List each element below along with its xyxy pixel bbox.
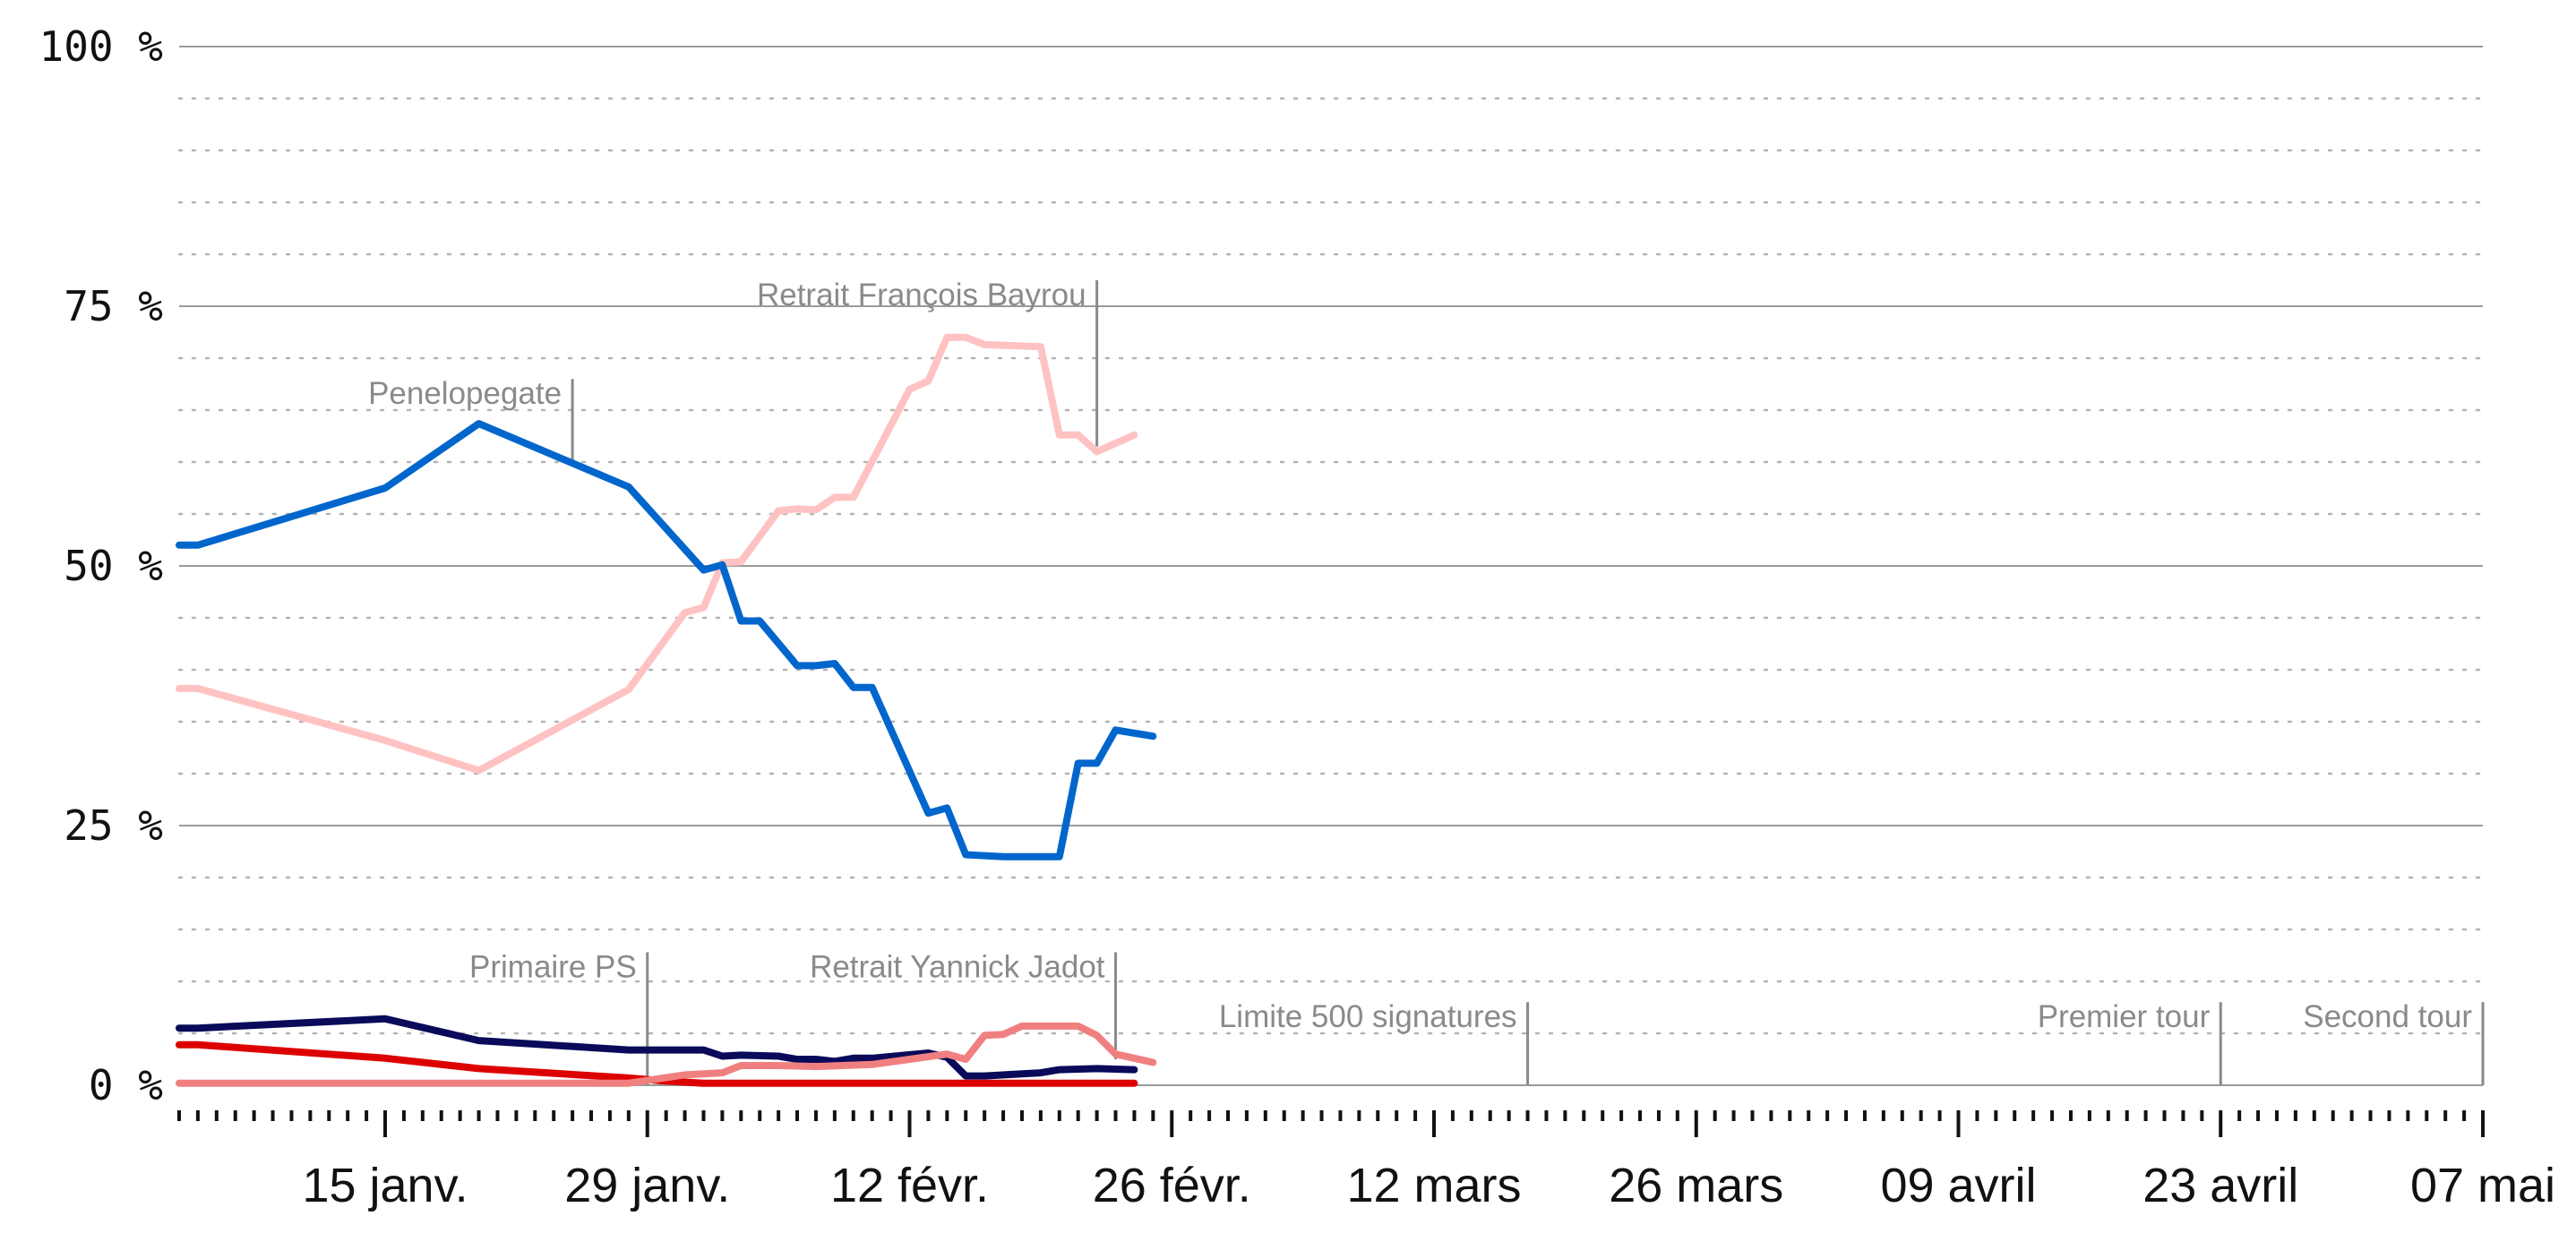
y-tick-label: 100 % bbox=[39, 22, 163, 71]
series-line-1 bbox=[176, 333, 1138, 775]
x-tick-label: 26 févr. bbox=[1093, 1159, 1251, 1212]
x-tick-label: 15 janv. bbox=[302, 1159, 468, 1212]
x-tick-label: 07 mai bbox=[2410, 1159, 2555, 1212]
series-lines bbox=[176, 333, 1157, 1087]
y-tick-label: 50 % bbox=[64, 542, 163, 590]
series-line-3 bbox=[176, 1015, 1138, 1080]
x-tick-label: 09 avril bbox=[1880, 1159, 2036, 1212]
x-tick-label: 29 janv. bbox=[564, 1159, 730, 1212]
x-tick-label: 26 mars bbox=[1609, 1159, 1783, 1212]
series-line-5 bbox=[176, 1022, 1157, 1087]
y-tick-label: 25 % bbox=[64, 801, 163, 850]
series-line-4 bbox=[176, 1040, 1138, 1087]
series-line-2 bbox=[176, 420, 1157, 861]
x-tick-label: 23 avril bbox=[2142, 1159, 2298, 1212]
annotation-label: Penelopegate bbox=[368, 376, 562, 411]
annotation-label: Limite 500 signatures bbox=[1219, 999, 1517, 1034]
annotation-label: Retrait Yannick Jadot bbox=[810, 950, 1105, 985]
y-tick-label: 75 % bbox=[64, 282, 163, 330]
x-axis: 15 janv. 29 janv. 12 févr. 26 févr. 12 mars 2… bbox=[177, 1110, 2555, 1212]
annotation-label: Primaire PS bbox=[469, 950, 637, 985]
y-axis-labels: 0 % 25 % 50 % 75 % 100 % bbox=[39, 22, 163, 1109]
annotation-label: Premier tour bbox=[2038, 999, 2211, 1034]
x-tick-label: 12 mars bbox=[1346, 1159, 1521, 1212]
y-tick-label: 0 % bbox=[89, 1061, 163, 1109]
annotation-label: Retrait François Bayrou bbox=[757, 278, 1086, 313]
x-tick-label: 12 févr. bbox=[830, 1159, 989, 1212]
annotation-label: Second tour bbox=[2303, 999, 2472, 1034]
annotations: Penelopegate Primaire PS Retrait François … bbox=[368, 278, 2485, 1085]
grid bbox=[177, 46, 2485, 1086]
